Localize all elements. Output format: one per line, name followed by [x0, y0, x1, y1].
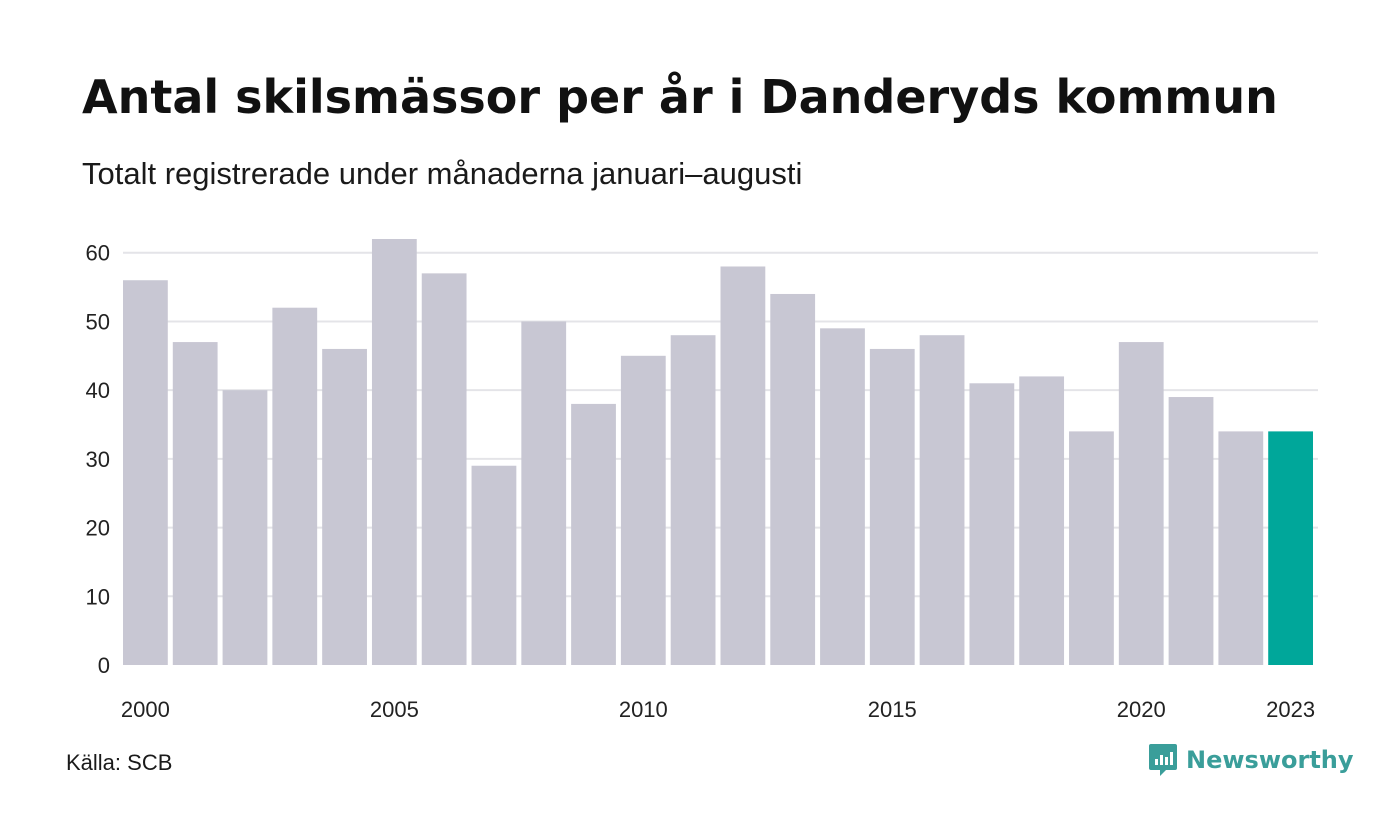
bar-2009 — [571, 403, 616, 665]
bars — [123, 239, 1313, 665]
source-note: Källa: SCB — [66, 750, 173, 775]
bar-2000 — [123, 280, 168, 665]
bar-2020 — [1118, 342, 1164, 665]
bar-2022 — [1218, 431, 1264, 665]
x-tick-label: 2000 — [121, 697, 170, 722]
brand-logo: Newsworthy — [1148, 742, 1354, 778]
newsworthy-logo-icon — [1149, 744, 1177, 776]
y-axis-ticks: 0 10 20 30 40 50 60 — [86, 241, 110, 678]
y-tick-label: 10 — [86, 584, 110, 609]
y-tick-label: 0 — [98, 653, 110, 678]
bar-2005 — [371, 239, 417, 665]
x-tick-label: 2015 — [868, 697, 917, 722]
chart-title: Antal skilsmässor per år i Danderyds kom… — [82, 70, 1278, 124]
bar-2012 — [720, 266, 766, 665]
bar-2021 — [1168, 397, 1214, 665]
bar-2004 — [322, 348, 367, 665]
bar-2011 — [670, 335, 716, 665]
bar-2018 — [1019, 376, 1065, 665]
bar-2016 — [919, 335, 965, 665]
bar-2001 — [172, 342, 218, 665]
y-tick-label: 20 — [86, 516, 110, 541]
bar-2015 — [869, 348, 915, 665]
bar-2002 — [222, 390, 268, 665]
bar-2019 — [1069, 431, 1114, 665]
bar-2017 — [969, 383, 1015, 665]
y-tick-label: 30 — [86, 447, 110, 472]
x-tick-label: 2023 — [1266, 697, 1315, 722]
x-tick-label: 2020 — [1117, 697, 1166, 722]
x-tick-label: 2010 — [619, 697, 668, 722]
x-tick-label: 2005 — [370, 697, 419, 722]
bar-2014 — [820, 328, 865, 665]
x-axis-ticks: 2000 2005 2010 2015 2020 2023 — [121, 697, 1315, 722]
bar-2007 — [471, 465, 517, 665]
bar-2003 — [272, 307, 318, 665]
chart-subtitle: Totalt registrerade under månaderna janu… — [82, 156, 803, 191]
bar-2013 — [770, 293, 816, 665]
y-tick-label: 50 — [86, 309, 110, 334]
brand-name: Newsworthy — [1186, 746, 1354, 774]
bar-2008 — [521, 321, 567, 665]
bar-2010 — [620, 355, 666, 665]
bar-2023 — [1268, 431, 1313, 665]
bar-2006 — [421, 273, 467, 665]
y-tick-label: 40 — [86, 378, 110, 403]
y-tick-label: 60 — [86, 241, 110, 266]
